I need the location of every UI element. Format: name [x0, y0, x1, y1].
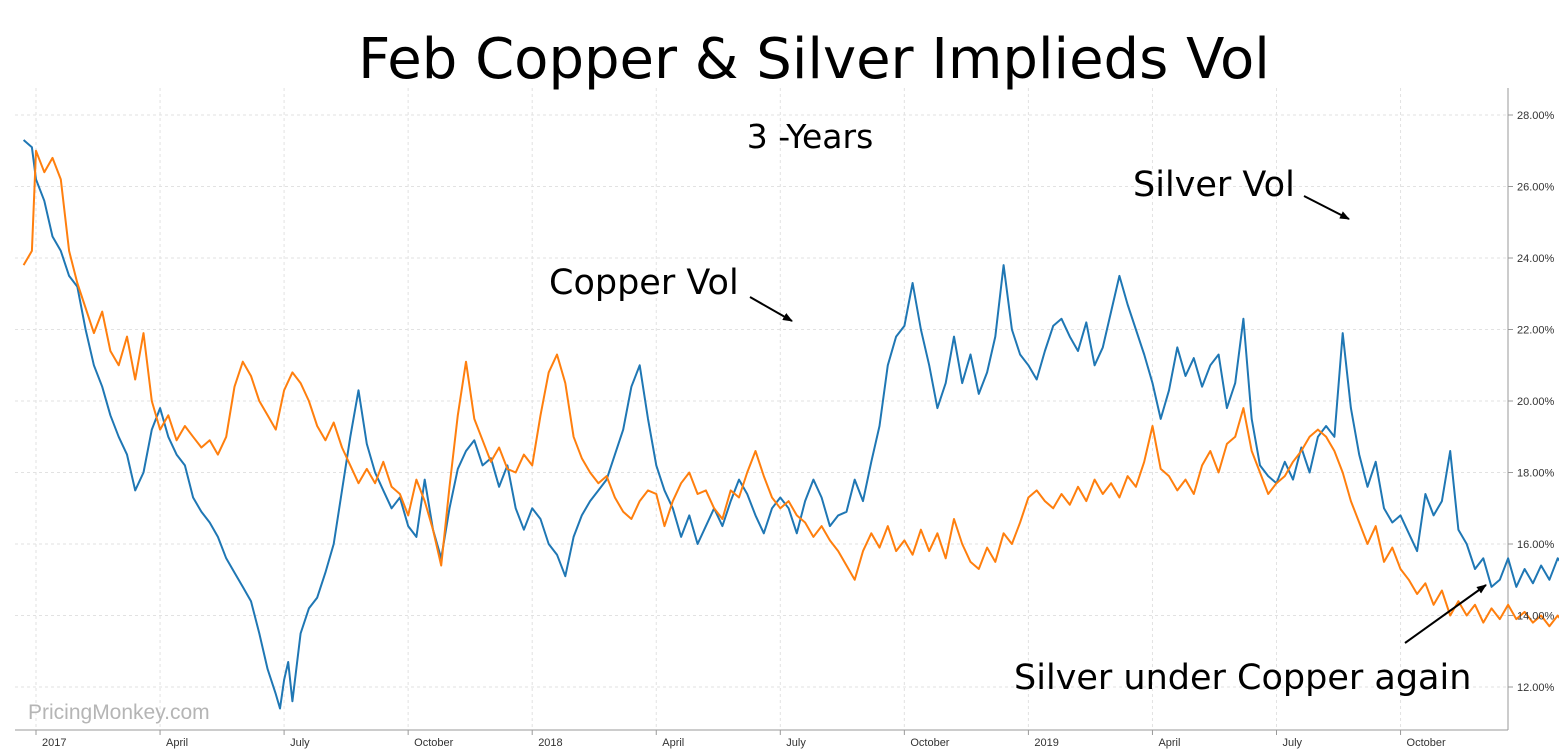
annotation-silver-vol: Silver Vol: [1133, 165, 1295, 205]
series-line-copper: [22, 139, 1559, 710]
x-tick-label: October: [1407, 737, 1446, 749]
x-tick-label: April: [1158, 737, 1180, 749]
y-tick-label: 26.00%: [1517, 182, 1555, 194]
x-tick-label: October: [910, 737, 949, 749]
x-tick-label: 2018: [538, 737, 562, 749]
x-tick-label: 2019: [1034, 737, 1058, 749]
x-tick-label: October: [414, 737, 453, 749]
y-tick-label: 16.00%: [1517, 539, 1555, 551]
y-tick-label: 22.00%: [1517, 325, 1555, 337]
x-tick-label: July: [1283, 737, 1303, 749]
arrow-silver-under-copper: [1404, 584, 1487, 644]
x-ticks: 2017 April July October 2018 April July October…: [35, 730, 1446, 749]
x-tick-label: July: [786, 737, 806, 749]
y-tick-label: 14.00%: [1517, 611, 1555, 623]
y-tick-label: 18.00%: [1517, 468, 1555, 480]
y-tick-label: 28.00%: [1517, 110, 1555, 122]
x-tick-label: July: [290, 737, 310, 749]
annotation-copper-vol: Copper Vol: [549, 263, 739, 303]
x-tick-label: 2017: [42, 737, 66, 749]
chart-title: Feb Copper & Silver Implieds Vol: [358, 27, 1270, 92]
chart-subtitle: 3 -Years: [747, 117, 874, 156]
annotation-silver-under-copper: Silver under Copper again: [1014, 658, 1471, 698]
y-ticks: 12.00% 14.00% 16.00% 18.00% 20.00% 22.00% 24.0…: [1508, 110, 1555, 694]
watermark: PricingMonkey.com: [28, 701, 210, 724]
series-line-silver: [22, 149, 1559, 628]
x-tick-label: April: [662, 737, 684, 749]
x-tick-label: April: [166, 737, 188, 749]
y-tick-label: 24.00%: [1517, 253, 1555, 265]
arrow-silver-vol: [1303, 195, 1350, 220]
y-tick-label: 20.00%: [1517, 396, 1555, 408]
y-tick-label: 12.00%: [1517, 682, 1555, 694]
series: [22, 139, 1559, 710]
arrow-copper-vol: [749, 296, 793, 322]
grid: [15, 88, 1508, 730]
